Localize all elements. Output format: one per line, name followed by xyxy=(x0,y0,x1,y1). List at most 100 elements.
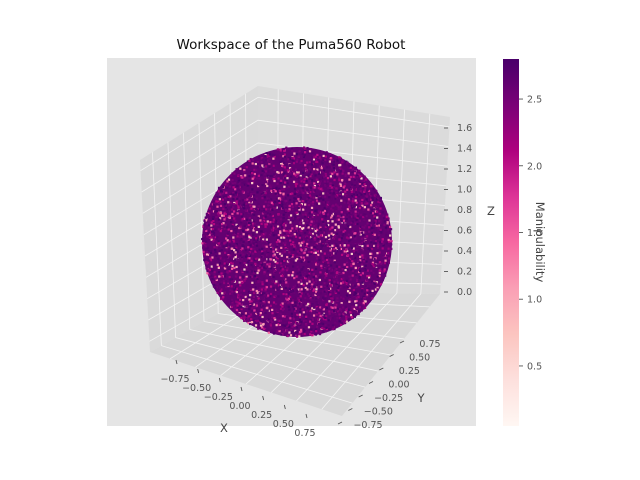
scatter-point xyxy=(316,180,320,183)
scatter-point xyxy=(374,219,377,223)
scatter-point xyxy=(244,295,247,299)
scatter-point xyxy=(328,188,332,191)
scatter-point xyxy=(224,216,227,219)
scatter-point xyxy=(376,216,379,219)
scatter-point xyxy=(279,257,282,260)
scatter-point xyxy=(226,260,229,263)
scatter-point xyxy=(344,305,347,308)
scatter-point xyxy=(256,184,260,188)
scatter-point xyxy=(282,173,285,176)
scatter-point xyxy=(356,211,360,215)
scatter-point xyxy=(285,297,288,300)
scatter-point xyxy=(313,251,316,254)
scatter-point xyxy=(320,266,323,269)
scatter-point xyxy=(312,276,315,279)
scatter-point xyxy=(319,283,322,286)
scatter-point xyxy=(301,227,304,230)
scatter-point xyxy=(243,181,246,184)
scatter-point xyxy=(266,176,270,179)
scatter-point xyxy=(305,306,308,309)
scatter-point xyxy=(350,268,353,271)
scatter-point xyxy=(307,200,310,204)
scatter-point xyxy=(365,198,368,201)
scatter-point xyxy=(342,297,345,300)
scatter-point xyxy=(324,323,327,327)
scatter-point xyxy=(286,239,289,242)
scatter-point xyxy=(237,185,240,188)
scatter-point xyxy=(367,185,371,188)
scatter-point xyxy=(279,226,282,229)
scatter-point xyxy=(261,326,264,329)
scatter-point xyxy=(321,218,324,221)
scatter-point xyxy=(343,223,347,226)
scatter-point xyxy=(331,297,334,300)
scatter-point xyxy=(236,210,239,213)
scatter-point xyxy=(292,248,296,251)
scatter-point xyxy=(255,307,258,311)
scatter-point xyxy=(248,257,251,260)
scatter-point xyxy=(358,261,361,264)
scatter-point xyxy=(269,267,273,270)
scatter-point xyxy=(301,314,304,317)
scatter-point xyxy=(299,310,302,314)
scatter-point xyxy=(255,237,258,240)
scatter-point xyxy=(350,261,353,264)
scatter-point xyxy=(291,326,295,330)
scatter-point xyxy=(300,302,303,306)
scatter-point xyxy=(235,265,238,269)
scatter-point xyxy=(379,241,382,244)
scatter-point xyxy=(275,256,278,259)
scatter-point xyxy=(231,280,234,283)
scatter-point xyxy=(347,174,350,177)
scatter-point xyxy=(382,270,385,273)
scatter-point xyxy=(309,252,312,255)
scatter-point xyxy=(286,288,289,291)
scatter-point xyxy=(340,199,343,202)
scatter-point xyxy=(258,286,262,290)
scatter-point xyxy=(300,320,303,324)
scatter-point xyxy=(369,185,373,188)
colorbar-tick-label: 1.0 xyxy=(527,295,542,306)
scatter-point xyxy=(361,256,365,259)
scatter-point xyxy=(263,277,266,280)
scatter-point xyxy=(286,182,289,185)
scatter-point xyxy=(371,293,374,296)
scatter-point xyxy=(275,231,278,234)
scatter-point xyxy=(276,329,279,332)
scatter-point xyxy=(336,171,340,174)
scatter-point xyxy=(274,294,277,298)
scatter-point xyxy=(239,293,242,296)
scatter-point xyxy=(353,293,356,296)
scatter-point xyxy=(273,168,276,172)
scatter-point xyxy=(335,322,338,325)
scatter-point xyxy=(235,236,238,239)
scatter-point xyxy=(265,227,268,230)
scatter-point xyxy=(315,176,318,179)
scatter-point xyxy=(287,292,290,295)
scatter-point xyxy=(234,252,237,255)
scatter-point xyxy=(290,203,294,206)
scatter-point xyxy=(253,213,256,216)
scatter-point xyxy=(327,201,330,204)
scatter-point xyxy=(363,189,367,192)
scatter-point xyxy=(311,278,314,281)
scatter-point xyxy=(211,227,214,231)
scatter-point xyxy=(289,229,292,233)
scatter-point xyxy=(359,259,362,262)
scatter-point xyxy=(299,219,303,222)
scatter-point xyxy=(315,275,318,278)
scatter-point xyxy=(341,218,344,221)
scatter-point xyxy=(320,247,323,250)
scatter-point xyxy=(329,224,332,227)
scatter-point xyxy=(381,270,384,273)
scatter-point xyxy=(226,271,229,274)
scatter-point xyxy=(251,302,254,305)
scatter-point xyxy=(220,280,223,284)
scatter-point xyxy=(234,248,237,251)
scatter-point xyxy=(291,233,294,237)
scatter-point xyxy=(361,272,365,275)
scatter-point xyxy=(372,194,375,198)
scatter-point xyxy=(272,157,275,160)
scatter-point xyxy=(248,192,251,195)
scatter-point xyxy=(336,281,339,284)
